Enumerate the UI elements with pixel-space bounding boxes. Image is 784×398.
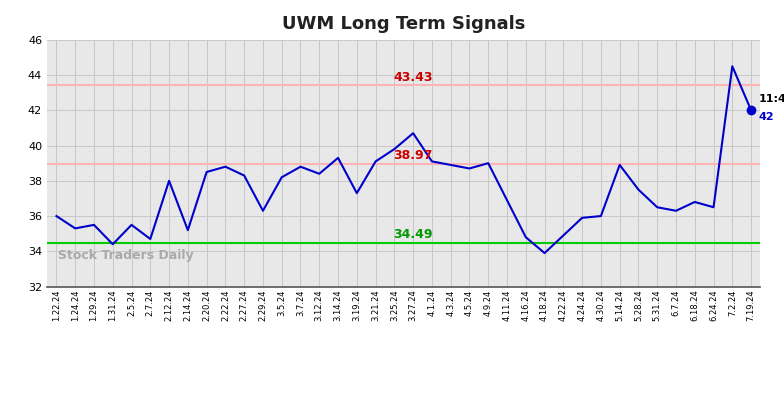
- Text: 11:41: 11:41: [759, 94, 784, 104]
- Text: 34.49: 34.49: [394, 228, 433, 241]
- Text: Stock Traders Daily: Stock Traders Daily: [58, 249, 194, 262]
- Text: 42: 42: [759, 112, 775, 122]
- Text: 43.43: 43.43: [394, 71, 433, 84]
- Text: 38.97: 38.97: [394, 149, 433, 162]
- Title: UWM Long Term Signals: UWM Long Term Signals: [282, 15, 525, 33]
